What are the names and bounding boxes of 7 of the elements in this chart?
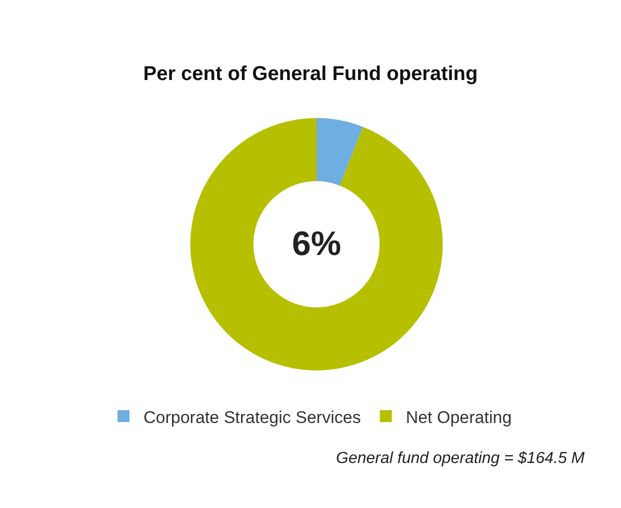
text: General fund operating = $164.5 M: [336, 450, 586, 467]
chart-title: Per cent of General Fund operating: [143, 63, 478, 86]
legend-label: Net Operating: [406, 408, 512, 427]
donut-slice: [190, 118, 443, 370]
text: 6%: [292, 225, 342, 263]
legend-label: Corporate Strategic Services: [144, 408, 361, 427]
donut-slice: [316, 118, 363, 186]
